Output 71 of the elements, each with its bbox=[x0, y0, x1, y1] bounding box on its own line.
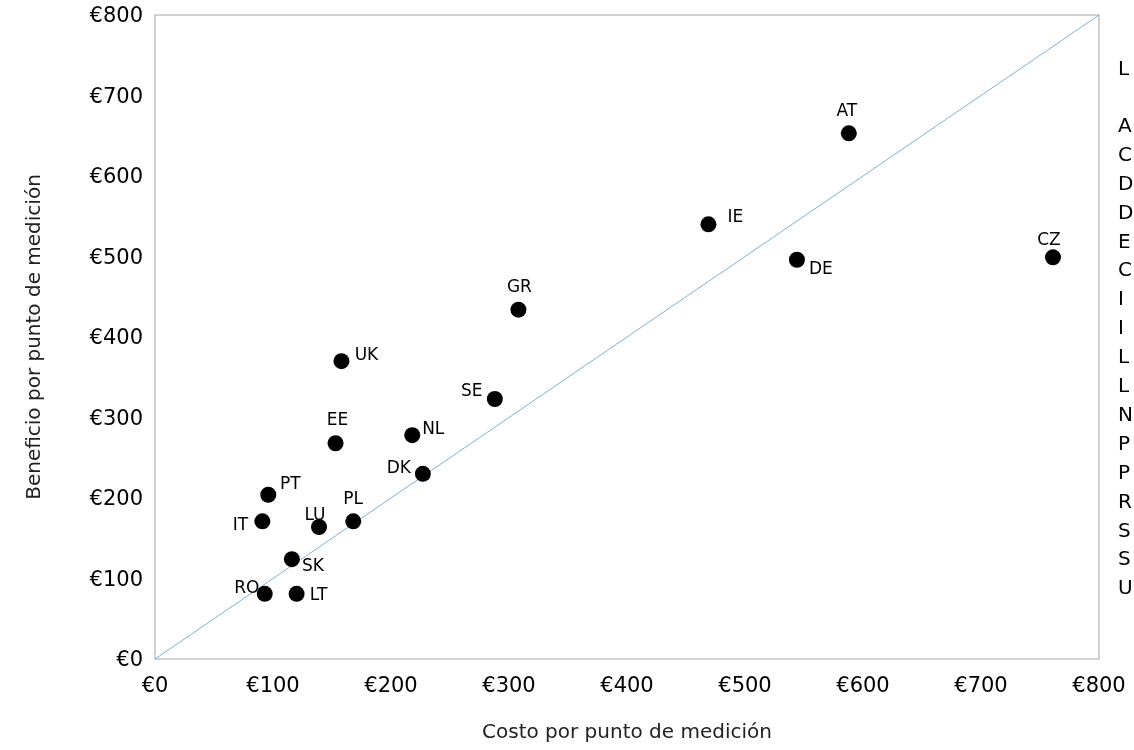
y-tick-label: €400 bbox=[89, 325, 143, 350]
annotation: NL bbox=[422, 418, 445, 439]
x-tick-label: €800 bbox=[1072, 673, 1126, 697]
point bbox=[283, 551, 300, 568]
text: L bbox=[1118, 373, 1130, 397]
point bbox=[486, 390, 503, 407]
annotation: IE bbox=[727, 206, 744, 227]
point bbox=[840, 125, 857, 142]
x-tick-label: €700 bbox=[954, 673, 1008, 697]
annotation: UK bbox=[354, 344, 380, 365]
annotation: CZ bbox=[1037, 229, 1061, 250]
point bbox=[254, 513, 271, 530]
annotation: DE bbox=[809, 257, 833, 278]
point bbox=[327, 435, 344, 452]
text: P bbox=[1118, 459, 1131, 484]
text: I bbox=[1118, 315, 1124, 340]
annotation: RO bbox=[234, 576, 260, 597]
annotation: EE bbox=[326, 409, 349, 430]
point bbox=[345, 513, 362, 530]
text: L bbox=[1118, 56, 1130, 80]
x-tick-label: €400 bbox=[600, 673, 654, 697]
y-tick-label: €100 bbox=[89, 566, 143, 591]
point bbox=[510, 301, 527, 318]
text: D bbox=[1118, 170, 1134, 195]
text: D bbox=[1118, 199, 1134, 224]
text: E bbox=[1118, 228, 1131, 253]
text: C bbox=[1118, 257, 1132, 282]
annotation: PT bbox=[279, 472, 302, 493]
y-tick-label: €700 bbox=[89, 83, 143, 108]
text: I bbox=[1118, 286, 1124, 311]
point bbox=[260, 486, 277, 503]
x-tick-label: €0 bbox=[141, 673, 169, 697]
annotation: LU bbox=[304, 503, 326, 524]
text: U bbox=[1118, 575, 1133, 600]
x-axis-title: Costo por punto de medición bbox=[482, 719, 772, 743]
text: A bbox=[1118, 112, 1132, 137]
y-tick-label: €200 bbox=[89, 486, 143, 511]
annotation: IT bbox=[232, 514, 249, 535]
annotation: SE bbox=[461, 379, 483, 400]
text: C bbox=[1118, 141, 1132, 166]
y-tick-label: €500 bbox=[89, 244, 143, 269]
text: N bbox=[1118, 401, 1133, 426]
point bbox=[1044, 249, 1061, 266]
y-tick-label: €300 bbox=[89, 405, 143, 430]
y-tick-label: €0 bbox=[116, 647, 143, 672]
point bbox=[788, 251, 805, 268]
text: L bbox=[1118, 344, 1130, 369]
text: P bbox=[1118, 430, 1131, 455]
point bbox=[311, 518, 328, 535]
annotation: PL bbox=[343, 488, 364, 509]
point bbox=[333, 353, 350, 370]
x-tick-label: €500 bbox=[718, 673, 772, 697]
annotation: AT bbox=[836, 100, 858, 121]
x-tick-label: €600 bbox=[836, 673, 890, 697]
point bbox=[404, 427, 421, 444]
text: S bbox=[1118, 546, 1131, 571]
annotation: GR bbox=[506, 275, 533, 296]
annotation: DK bbox=[386, 456, 412, 477]
y-axis-title: Beneficio por punto de medición bbox=[21, 174, 45, 500]
text: S bbox=[1118, 517, 1131, 542]
annotation: LT bbox=[309, 583, 328, 604]
x-tick-label: €100 bbox=[246, 673, 300, 697]
y-tick-label: €600 bbox=[89, 164, 143, 189]
point bbox=[414, 465, 431, 482]
point bbox=[700, 216, 717, 233]
text: R bbox=[1118, 488, 1132, 513]
y-tick-label: €800 bbox=[89, 3, 143, 28]
annotation: SK bbox=[301, 555, 325, 576]
x-tick-label: €200 bbox=[364, 673, 418, 697]
point bbox=[288, 585, 305, 602]
x-tick-label: €300 bbox=[482, 673, 536, 697]
